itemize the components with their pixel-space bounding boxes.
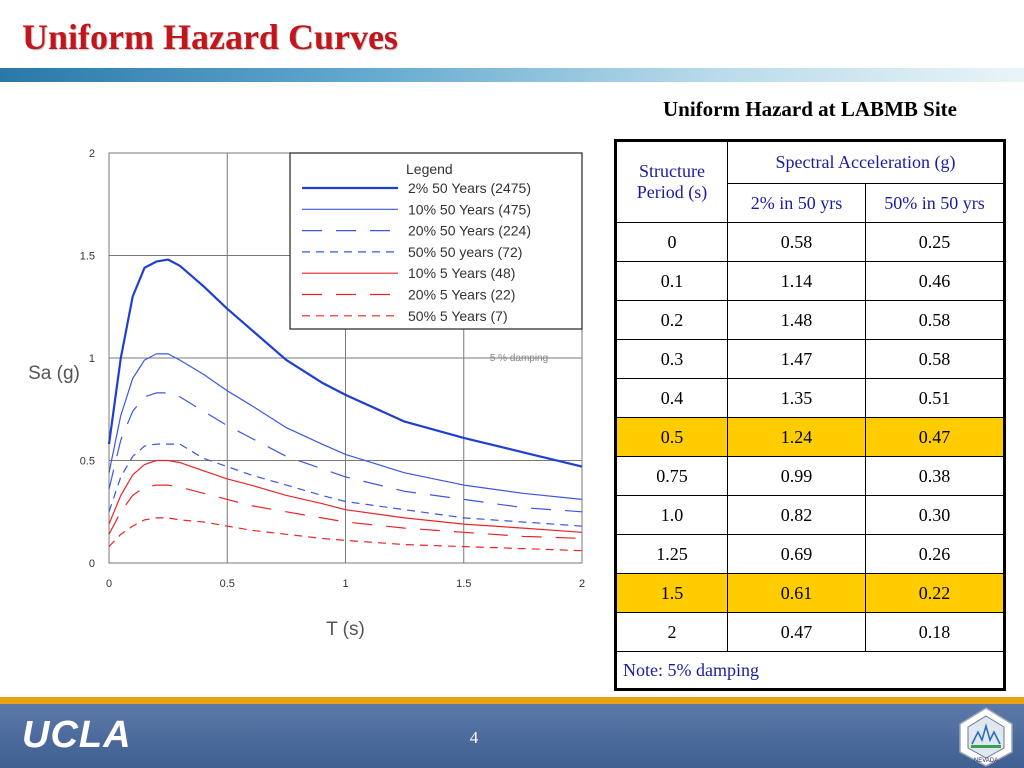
legend-box bbox=[289, 152, 583, 330]
x-axis-label: T (s) bbox=[326, 619, 365, 640]
cell-sa-50-percent: 0.18 bbox=[865, 612, 1005, 652]
cell-sa-2-percent: 0.82 bbox=[727, 495, 866, 535]
y-tick-label: 1.5 bbox=[80, 251, 95, 263]
spectral-acceleration-table: Structure Period (s) Spectral Accelerati… bbox=[614, 139, 1006, 691]
cell-sa-2-percent: 1.14 bbox=[727, 261, 866, 301]
y-axis-label: Sa (g) bbox=[28, 363, 80, 384]
cell-sa-2-percent: 0.58 bbox=[727, 222, 866, 262]
cell-period: 0.1 bbox=[615, 261, 728, 301]
legend-entry: 20% 50 Years (224) bbox=[408, 223, 531, 239]
damping-annotation: 5 % damping bbox=[490, 353, 548, 364]
y-tick-label: 0 bbox=[89, 558, 95, 570]
cell-period: 1.5 bbox=[615, 573, 728, 613]
page-number: 4 bbox=[469, 728, 479, 747]
cell-sa-50-percent: 0.51 bbox=[865, 378, 1005, 418]
cell-sa-50-percent: 0.58 bbox=[865, 339, 1005, 379]
table-row: 0 0.58 0.25 bbox=[615, 222, 1005, 262]
cell-sa-50-percent: 0.46 bbox=[865, 261, 1005, 301]
y-tick-label: 2 bbox=[89, 148, 95, 160]
cell-sa-2-percent: 0.47 bbox=[727, 612, 866, 652]
header-50-percent-in-50-yrs: 50% in 50 yrs bbox=[865, 183, 1005, 223]
cell-sa-50-percent: 0.25 bbox=[865, 222, 1005, 262]
cell-sa-2-percent: 1.24 bbox=[727, 417, 866, 457]
cell-period: 0.3 bbox=[615, 339, 728, 379]
table-row: 0.2 1.48 0.58 bbox=[615, 300, 1005, 340]
legend-entry: 10% 50 Years (475) bbox=[408, 201, 531, 217]
y-tick-label: 0.5 bbox=[80, 456, 95, 468]
y-tick-label: 1 bbox=[89, 353, 95, 365]
header-structure-period: Structure Period (s) bbox=[615, 140, 728, 223]
series-line-2 bbox=[108, 353, 583, 500]
cell-sa-2-percent: 1.47 bbox=[727, 339, 866, 379]
table-note: Note: 5% damping bbox=[615, 651, 1005, 690]
cell-sa-2-percent: 0.99 bbox=[727, 456, 866, 496]
table-title: Uniform Hazard at LABMB Site bbox=[663, 97, 957, 121]
cell-sa-50-percent: 0.26 bbox=[865, 534, 1005, 574]
series-line-1 bbox=[107, 258, 583, 468]
cell-sa-50-percent: 0.30 bbox=[865, 495, 1005, 535]
cell-sa-2-percent: 1.48 bbox=[727, 300, 866, 340]
table-row: 0.3 1.47 0.58 bbox=[615, 339, 1005, 379]
x-tick-label: 2 bbox=[579, 578, 585, 590]
table-row: 1.5 0.61 0.22 bbox=[615, 573, 1005, 613]
legend-entry: 50% 50 years (72) bbox=[408, 244, 522, 260]
legend-entry: 10% 5 Years (48) bbox=[408, 265, 515, 281]
header-2-percent-in-50-yrs: 2% in 50 yrs bbox=[727, 183, 866, 223]
x-tick-label: 0 bbox=[106, 578, 112, 590]
cell-sa-50-percent: 0.22 bbox=[865, 573, 1005, 613]
cell-period: 0 bbox=[615, 222, 728, 262]
chart-svg: 0 0.5 1 1.5 2 0 0.5 1 1.5 2 Sa (g) T (s) 5 % damping… bbox=[28, 148, 585, 640]
cell-sa-50-percent: 0.58 bbox=[865, 300, 1005, 340]
x-tick-label: 0.5 bbox=[220, 578, 235, 590]
table-row: 1.0 0.82 0.30 bbox=[615, 495, 1005, 535]
cell-sa-50-percent: 0.38 bbox=[865, 456, 1005, 496]
uniform-hazard-chart: 0 0.5 1 1.5 2 0 0.5 1 1.5 2 Sa (g) T (s) 5 % damping… bbox=[0, 130, 600, 650]
table-body: 0 0.58 0.25 0.1 1.14 0.46 0.2 1.48 0.58 0.3 1.47 0.… bbox=[615, 222, 1005, 652]
legend-entry: 20% 5 Years (22) bbox=[408, 287, 515, 303]
footer-accent-bar bbox=[0, 697, 1024, 704]
footer-brand: UCLA bbox=[22, 714, 132, 756]
table-row: 0.75 0.99 0.38 bbox=[615, 456, 1005, 496]
legend-title: Legend bbox=[406, 161, 453, 177]
logo-text: NEVADA bbox=[974, 758, 998, 764]
footer-bar bbox=[0, 704, 1024, 768]
table-row: 2 0.47 0.18 bbox=[615, 612, 1005, 652]
institution-seal-logo: NEVADA bbox=[959, 707, 1013, 767]
header-spectral-acceleration: Spectral Acceleration (g) bbox=[727, 140, 1005, 184]
table-row: 0.4 1.35 0.51 bbox=[615, 378, 1005, 418]
table-row: 0.1 1.14 0.46 bbox=[615, 261, 1005, 301]
cell-period: 0.5 bbox=[615, 417, 728, 457]
cell-sa-2-percent: 0.61 bbox=[727, 573, 866, 613]
title-divider-bar bbox=[0, 68, 1024, 82]
cell-period: 0.2 bbox=[615, 300, 728, 340]
series-line-4 bbox=[108, 443, 583, 527]
x-tick-label: 1 bbox=[342, 578, 348, 590]
slide-title: Uniform Hazard Curves bbox=[22, 17, 398, 57]
cell-period: 1.0 bbox=[615, 495, 728, 535]
series-line-6 bbox=[108, 484, 583, 539]
series-line-7 bbox=[108, 517, 583, 552]
table-row: 0.5 1.24 0.47 bbox=[615, 417, 1005, 457]
cell-period: 1.25 bbox=[615, 534, 728, 574]
cell-sa-2-percent: 1.35 bbox=[727, 378, 866, 418]
x-tick-label: 1.5 bbox=[456, 578, 471, 590]
legend-entry: 2% 50 Years (2475) bbox=[408, 180, 531, 196]
cell-period: 0.4 bbox=[615, 378, 728, 418]
cell-sa-2-percent: 0.69 bbox=[727, 534, 866, 574]
table-row: 1.25 0.69 0.26 bbox=[615, 534, 1005, 574]
legend-entry: 50% 5 Years (7) bbox=[408, 308, 508, 324]
cell-period: 0.75 bbox=[615, 456, 728, 496]
cell-period: 2 bbox=[615, 612, 728, 652]
series-line-5 bbox=[108, 459, 583, 533]
cell-sa-50-percent: 0.47 bbox=[865, 417, 1005, 457]
